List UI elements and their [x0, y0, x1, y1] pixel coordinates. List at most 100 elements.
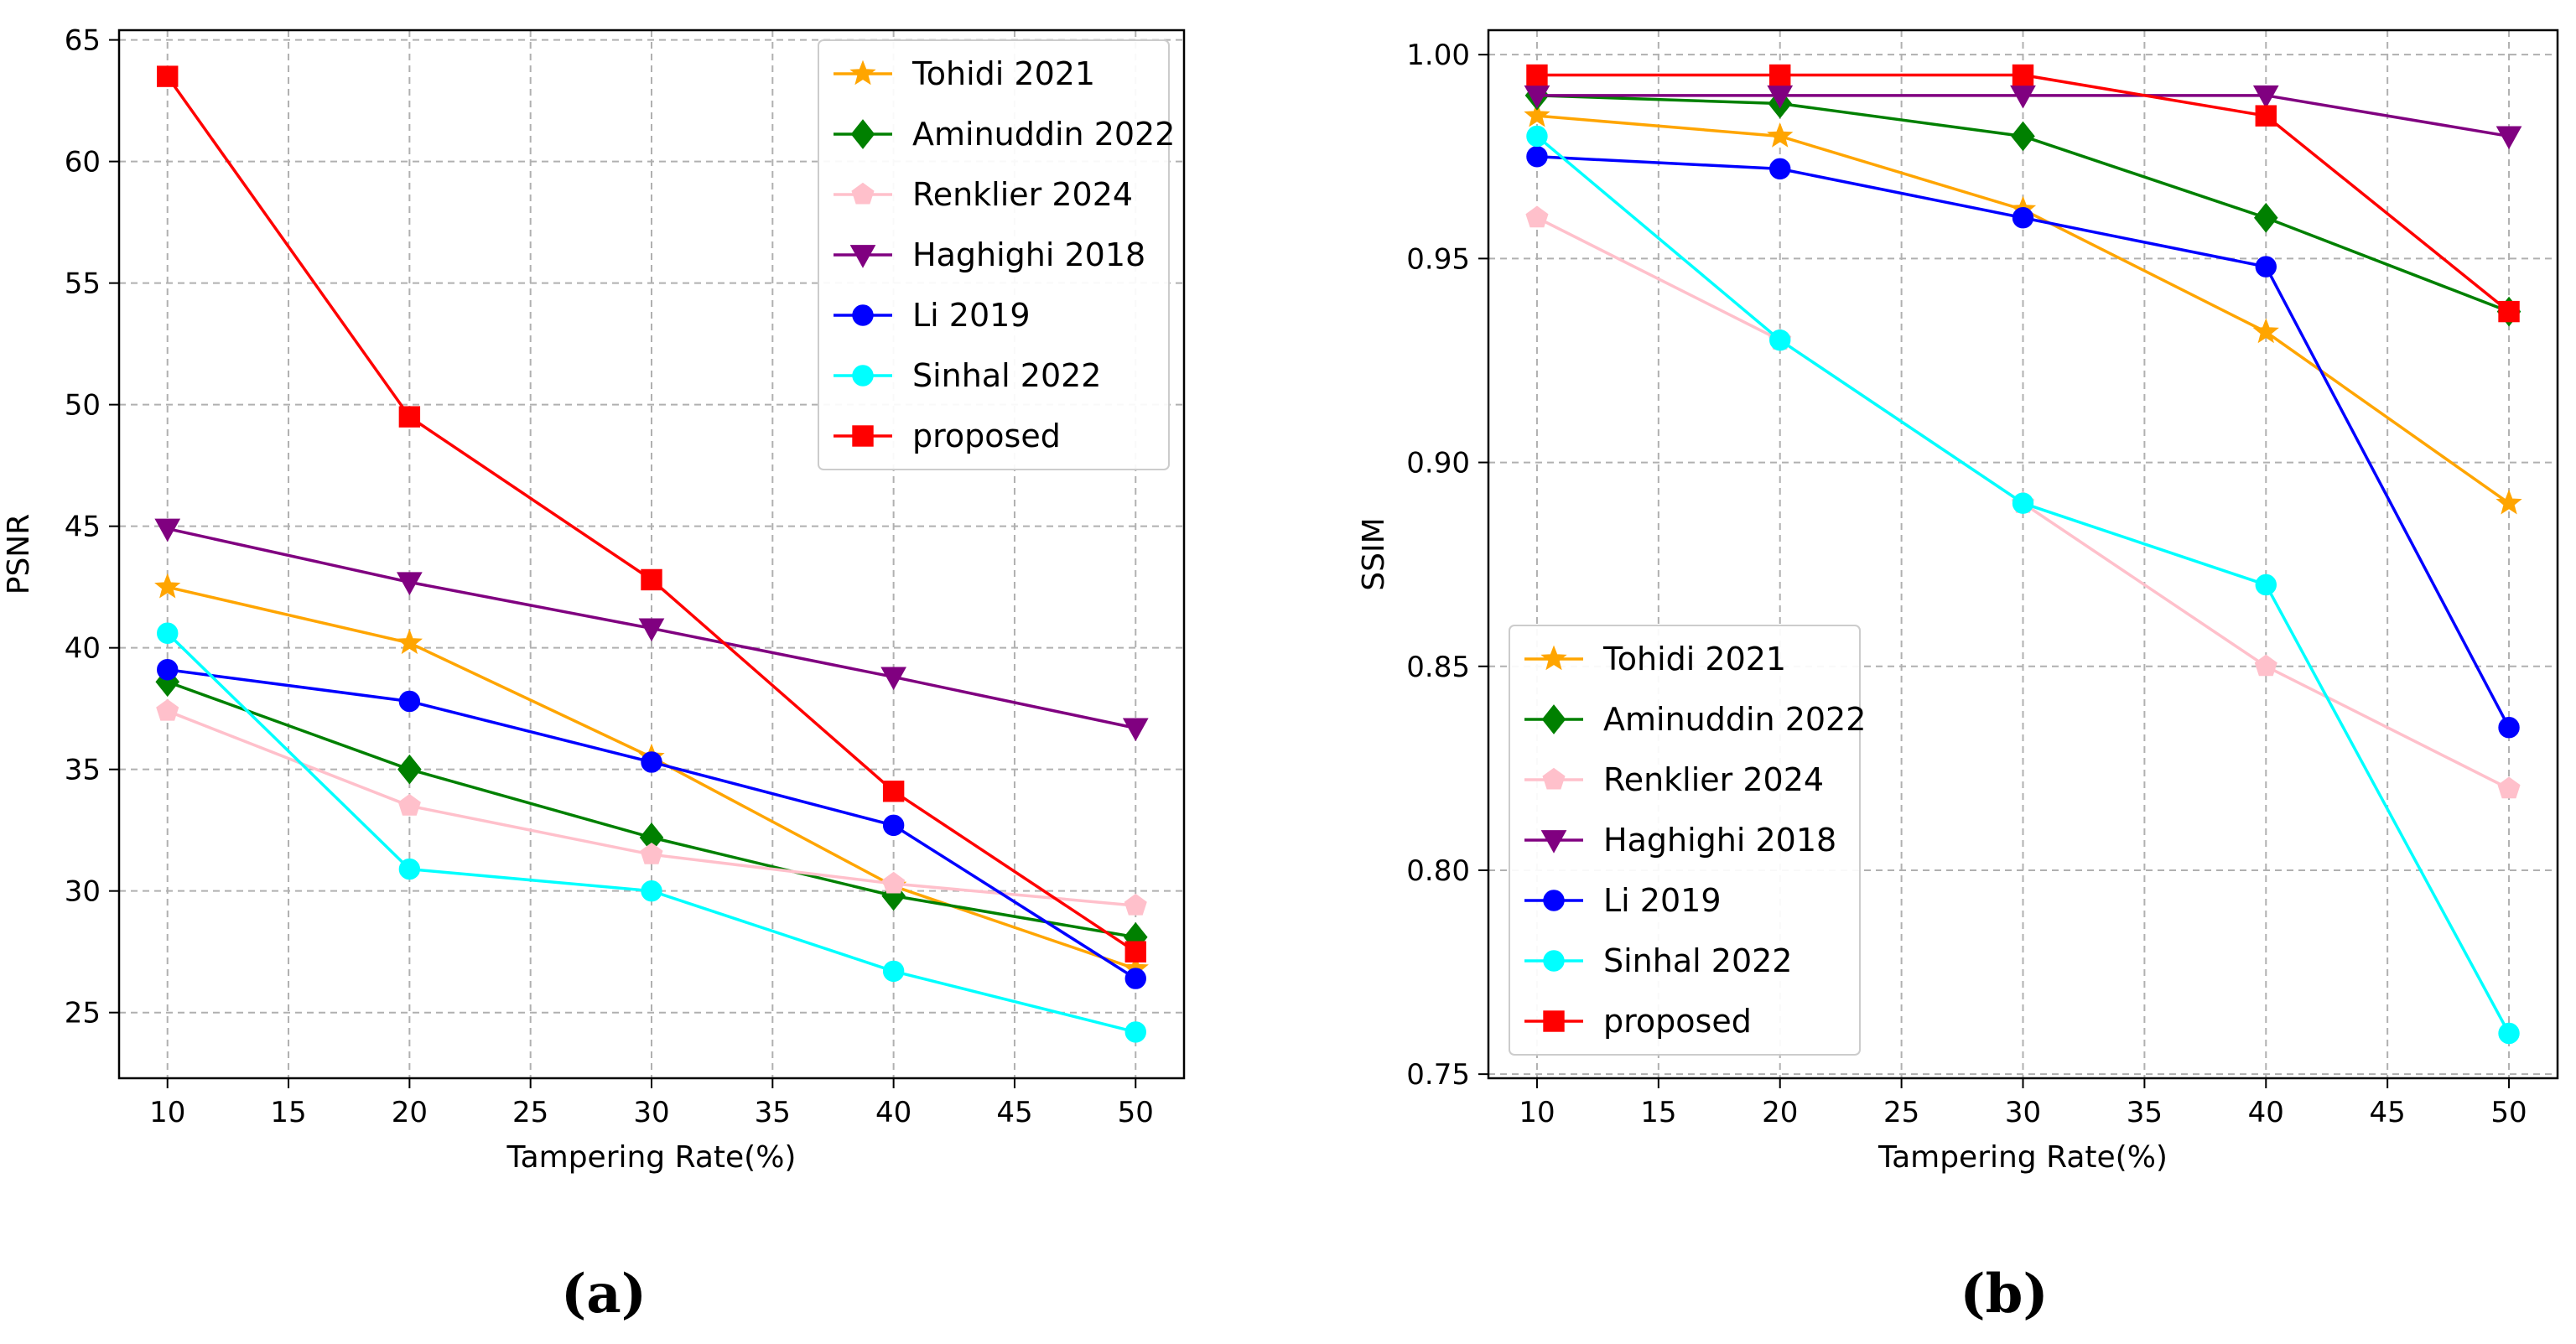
- data-point: [2255, 573, 2277, 596]
- x-tick-label: 35: [2127, 1096, 2163, 1129]
- legend-marker: [849, 245, 876, 268]
- x-tick-label: 50: [2490, 1096, 2527, 1129]
- data-point: [882, 814, 905, 837]
- data-point: [1767, 122, 1794, 148]
- data-point: [2010, 85, 2036, 109]
- legend: Tohidi 2021 Aminuddin 2022 Renklier 2024 Ha…: [1509, 625, 1866, 1056]
- data-point: [157, 65, 179, 87]
- data-point: [638, 618, 665, 642]
- data-point: [2011, 121, 2035, 152]
- legend-label: Li 2019: [1603, 882, 1722, 919]
- legend-item: Aminuddin 2022: [834, 116, 1175, 153]
- y-tick-label: 0.90: [1406, 447, 1470, 480]
- data-point: [398, 858, 421, 880]
- legend-item: Renklier 2024: [834, 176, 1133, 213]
- data-point: [1524, 101, 1550, 127]
- legend-item: Tohidi 2021: [1524, 641, 1786, 677]
- y-tick-label: 0.85: [1406, 651, 1470, 684]
- x-tick-label: 25: [1883, 1096, 1919, 1129]
- legend-marker: [852, 425, 874, 447]
- legend-label: Sinhal 2022: [1603, 942, 1792, 979]
- legend-label: Sinhal 2022: [912, 357, 1101, 394]
- legend-item: proposed: [834, 418, 1061, 454]
- legend-item: Haghighi 2018: [1524, 822, 1836, 859]
- data-point: [1767, 85, 1794, 109]
- legend: Tohidi 2021 Aminuddin 2022 Renklier 2024 Ha…: [818, 39, 1175, 470]
- data-point: [1526, 146, 1548, 168]
- legend-box: [818, 39, 1170, 470]
- legend-label: Aminuddin 2022: [912, 116, 1175, 153]
- data-point: [2254, 654, 2277, 677]
- y-tick-label: 60: [65, 146, 101, 179]
- data-point: [2498, 300, 2520, 323]
- x-axis-label: Tampering Rate(%): [1877, 1140, 2168, 1175]
- data-point: [396, 629, 423, 655]
- x-tick-label: 50: [1118, 1096, 1154, 1129]
- legend-label: proposed: [1603, 1003, 1752, 1040]
- legend-item: Renklier 2024: [1524, 761, 1824, 798]
- y-tick-label: 0.75: [1406, 1058, 1470, 1092]
- legend-marker: [1540, 830, 1567, 854]
- series-proposed: [157, 65, 1146, 963]
- legend-item: Aminuddin 2022: [1524, 701, 1866, 738]
- data-point: [398, 690, 421, 713]
- legend-label: Tohidi 2021: [1602, 641, 1786, 677]
- data-point: [640, 842, 663, 864]
- data-point: [880, 667, 906, 691]
- data-point: [2252, 85, 2279, 109]
- legend-label: proposed: [912, 418, 1061, 454]
- data-point: [2498, 1022, 2520, 1045]
- data-point: [641, 880, 662, 902]
- data-point: [882, 960, 905, 983]
- x-axis-label: Tampering Rate(%): [506, 1140, 797, 1175]
- y-axis-label: PSNR: [2, 514, 36, 595]
- y-tick-label: 50: [65, 389, 101, 423]
- x-tick-label: 20: [1762, 1096, 1798, 1129]
- legend-marker: [1543, 1010, 1565, 1032]
- data-point: [641, 568, 662, 591]
- legend-marker: [1540, 645, 1567, 671]
- data-point: [1769, 158, 1791, 180]
- legend-marker: [849, 60, 876, 86]
- data-point: [154, 518, 181, 542]
- x-tick-label: 15: [1640, 1096, 1676, 1129]
- x-tick-label: 30: [2005, 1096, 2041, 1129]
- data-point: [157, 659, 179, 681]
- series-proposed: [1526, 64, 2520, 323]
- legend-label: Tohidi 2021: [911, 55, 1095, 92]
- y-tick-label: 1.00: [1406, 39, 1470, 72]
- data-point: [2255, 256, 2277, 278]
- data-point: [397, 754, 422, 785]
- legend-marker: [851, 182, 875, 205]
- data-point: [1124, 941, 1146, 963]
- data-point: [2496, 489, 2522, 515]
- legend-marker: [1541, 704, 1566, 734]
- legend-item: proposed: [1524, 1003, 1752, 1040]
- data-point: [1769, 329, 1791, 351]
- y-tick-label: 65: [65, 24, 101, 58]
- data-point: [154, 573, 181, 599]
- data-point: [1769, 64, 1791, 86]
- data-point: [1524, 85, 1550, 109]
- legend-item: Tohidi 2021: [834, 55, 1095, 92]
- data-point: [1124, 1021, 1146, 1043]
- data-point: [2255, 105, 2277, 127]
- x-tick-label: 40: [2248, 1096, 2284, 1129]
- legend-item: Haghighi 2018: [834, 236, 1145, 273]
- legend-marker: [1543, 950, 1565, 972]
- x-tick-label: 15: [270, 1096, 306, 1129]
- series-haghighi-2018: [154, 518, 1149, 742]
- data-point: [156, 698, 179, 721]
- legend-marker: [1542, 767, 1566, 790]
- data-point: [1124, 968, 1146, 989]
- y-tick-label: 55: [65, 267, 101, 301]
- series-haghighi-2018: [1524, 85, 2522, 150]
- legend-item: Li 2019: [834, 297, 1031, 334]
- y-tick-label: 30: [65, 875, 101, 909]
- legend-label: Haghighi 2018: [1603, 822, 1836, 859]
- legend-marker: [852, 365, 874, 387]
- legend-label: Renklier 2024: [912, 176, 1133, 213]
- data-point: [2497, 776, 2521, 799]
- legend-label: Li 2019: [912, 297, 1031, 334]
- data-point: [1525, 205, 1549, 228]
